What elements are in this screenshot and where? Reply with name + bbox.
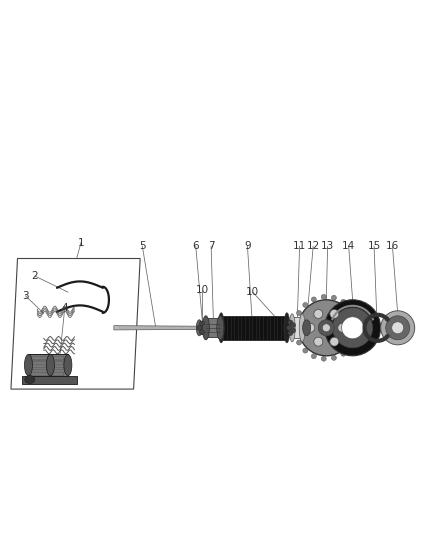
Ellipse shape — [303, 320, 311, 336]
Circle shape — [342, 317, 364, 339]
Circle shape — [353, 335, 358, 341]
Circle shape — [322, 324, 330, 332]
Circle shape — [385, 334, 389, 338]
Text: 13: 13 — [321, 241, 334, 251]
Circle shape — [288, 330, 293, 336]
Circle shape — [353, 315, 358, 320]
Text: 11: 11 — [293, 241, 306, 251]
Polygon shape — [114, 326, 199, 330]
Ellipse shape — [217, 316, 224, 340]
Ellipse shape — [289, 314, 295, 342]
Polygon shape — [22, 376, 77, 384]
Circle shape — [321, 356, 326, 361]
Polygon shape — [199, 321, 206, 334]
Circle shape — [288, 320, 293, 325]
Circle shape — [290, 328, 296, 333]
Text: 2: 2 — [32, 271, 39, 281]
Ellipse shape — [299, 314, 305, 342]
Circle shape — [381, 311, 415, 345]
Circle shape — [332, 308, 373, 348]
Circle shape — [325, 300, 381, 356]
Text: 4: 4 — [61, 303, 68, 312]
Ellipse shape — [64, 354, 72, 376]
Polygon shape — [206, 318, 220, 337]
Circle shape — [298, 300, 354, 356]
Circle shape — [293, 320, 298, 325]
Text: 1: 1 — [78, 238, 85, 247]
Circle shape — [290, 322, 296, 328]
Circle shape — [199, 329, 205, 335]
Text: 5: 5 — [139, 241, 146, 251]
Circle shape — [355, 325, 360, 330]
Circle shape — [314, 310, 323, 318]
Circle shape — [332, 295, 336, 300]
Text: 6: 6 — [192, 241, 199, 251]
Circle shape — [293, 330, 298, 335]
Circle shape — [303, 303, 308, 308]
Circle shape — [330, 310, 339, 318]
Ellipse shape — [25, 354, 32, 376]
Circle shape — [330, 337, 339, 346]
Circle shape — [303, 348, 308, 353]
Text: 10: 10 — [246, 287, 259, 297]
Circle shape — [338, 324, 347, 332]
Circle shape — [311, 354, 316, 359]
Polygon shape — [221, 316, 287, 340]
Circle shape — [197, 325, 202, 330]
Circle shape — [385, 318, 389, 321]
Text: 9: 9 — [244, 241, 251, 251]
Circle shape — [297, 311, 301, 316]
Ellipse shape — [25, 375, 35, 384]
Circle shape — [314, 337, 323, 346]
Ellipse shape — [284, 313, 290, 343]
Polygon shape — [292, 317, 302, 338]
Ellipse shape — [202, 316, 209, 340]
Text: 15: 15 — [367, 241, 381, 251]
Circle shape — [318, 320, 334, 336]
Circle shape — [341, 300, 346, 304]
Text: 14: 14 — [342, 241, 355, 251]
Circle shape — [199, 321, 205, 326]
Circle shape — [341, 351, 346, 356]
Circle shape — [297, 340, 301, 345]
Circle shape — [321, 294, 326, 300]
Circle shape — [286, 325, 292, 330]
Circle shape — [306, 324, 315, 332]
Circle shape — [348, 344, 353, 349]
Ellipse shape — [46, 354, 54, 376]
Circle shape — [392, 322, 404, 334]
Polygon shape — [28, 367, 64, 370]
Text: 10: 10 — [196, 286, 209, 295]
Polygon shape — [28, 354, 68, 376]
Polygon shape — [28, 356, 64, 360]
Polygon shape — [28, 372, 64, 376]
Text: 16: 16 — [386, 241, 399, 251]
Circle shape — [348, 306, 353, 311]
Text: 7: 7 — [208, 241, 215, 251]
Ellipse shape — [218, 313, 224, 343]
Polygon shape — [28, 361, 64, 365]
Circle shape — [332, 356, 336, 360]
Circle shape — [311, 297, 316, 302]
Circle shape — [386, 316, 410, 340]
Text: 12: 12 — [307, 241, 320, 251]
Ellipse shape — [196, 320, 202, 336]
Text: 3: 3 — [22, 291, 29, 301]
